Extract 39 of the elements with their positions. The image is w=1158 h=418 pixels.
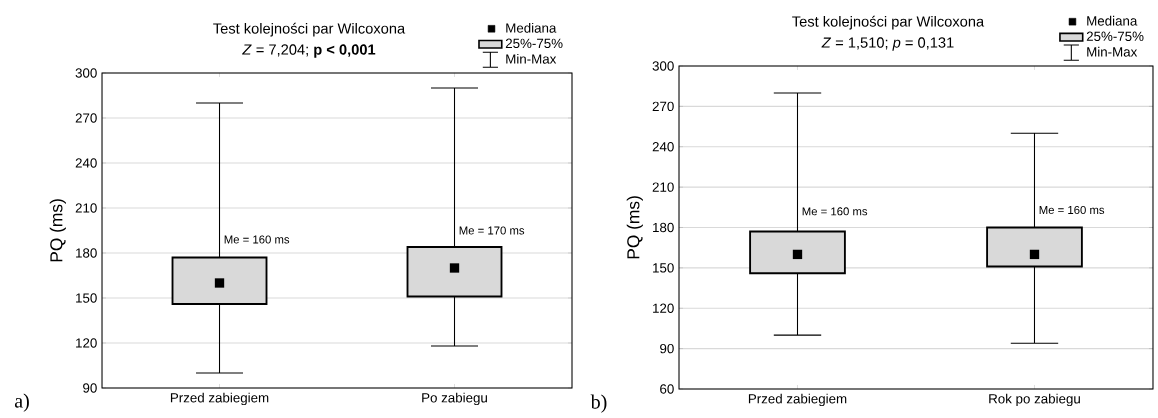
chart-title: Test kolejności par Wilcoxona (213, 22, 406, 37)
x-tick-label: Przed zabiegiem (748, 393, 847, 407)
chart-subtitle: Z = 7,204; p < 0,001 (242, 44, 376, 58)
y-tick-label: 180 (76, 248, 97, 258)
x-tick-label: Po zabiegu (422, 392, 487, 406)
text: b) (590, 394, 607, 413)
y-tick-label: 120 (653, 303, 674, 313)
annotation: Me = 170 ms (459, 226, 525, 235)
x-tick-label: Rok po zabiegu (989, 393, 1080, 407)
x-tick-label: Przed zabiegiem (170, 392, 269, 406)
y-tick-label: 240 (75, 158, 97, 168)
y-tick-label: 300 (75, 68, 97, 78)
y-tick-label: 90 (83, 383, 97, 393)
chart-title: Test kolejności par Wilcoxona (792, 15, 985, 30)
y-tick-label: 60 (660, 384, 674, 394)
y-tick-label: 240 (652, 142, 674, 152)
y-tick-label: 150 (76, 293, 97, 303)
text: Mediana (1087, 15, 1138, 26)
annotation: Me = 160 ms (224, 235, 290, 244)
y-tick-label: 90 (660, 343, 674, 354)
y-axis-title: PQ (ms) (626, 196, 643, 259)
y-tick-label: 300 (652, 61, 674, 71)
y-tick-label: 270 (652, 101, 674, 112)
text: Min-Max (506, 53, 557, 64)
y-tick-label: 180 (653, 222, 674, 233)
y-axis-title: PQ (ms) (49, 199, 66, 262)
text: a) (14, 393, 29, 412)
legend-label: 25%-75% (505, 38, 563, 49)
y-tick-label: 270 (75, 113, 97, 123)
text: Mediana (506, 22, 557, 33)
text: Min-Max (1087, 46, 1138, 57)
annotation: Me = 160 ms (1039, 205, 1105, 214)
y-tick-label: 150 (653, 263, 674, 273)
annotation: Me = 160 ms (802, 207, 868, 216)
y-tick-label: 210 (75, 203, 97, 213)
legend-label: 25%-75% (1086, 31, 1144, 41)
y-tick-label: 210 (652, 182, 674, 192)
chart-subtitle: Z = 1,510; p = 0,131 (821, 37, 954, 51)
y-tick-label: 120 (76, 338, 97, 348)
